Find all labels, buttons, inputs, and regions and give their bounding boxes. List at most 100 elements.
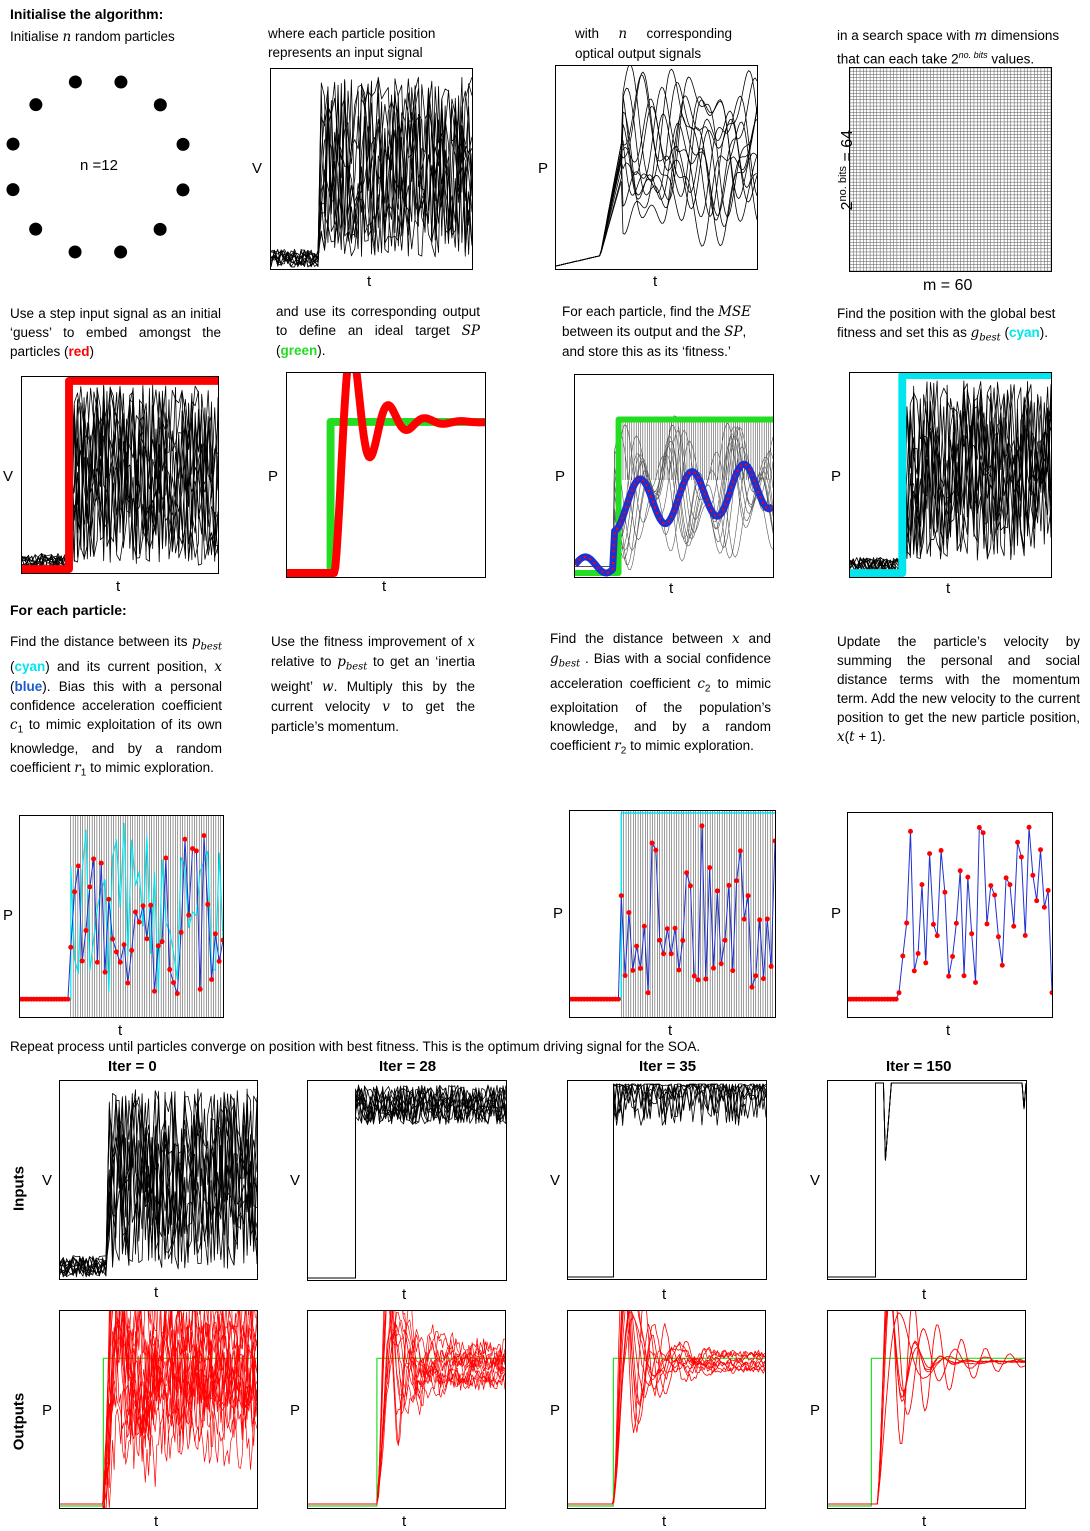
position-marker — [1038, 847, 1044, 853]
axis-label-t: t — [402, 1286, 407, 1303]
output-particle-trace — [568, 1312, 765, 1505]
axis-label-p: P — [538, 160, 549, 177]
position-marker — [973, 980, 978, 985]
output-particle-trace — [568, 1311, 765, 1505]
position-marker — [1049, 990, 1052, 996]
axis-label-v: V — [3, 468, 14, 485]
axis-label-p: P — [268, 468, 279, 485]
iter-label-0: Iter = 0 — [108, 1058, 157, 1075]
position-marker — [113, 949, 119, 955]
output-particle-trace — [556, 119, 757, 267]
position-marker — [1015, 839, 1021, 845]
particle-dot — [68, 245, 82, 259]
output-particle-trace — [556, 66, 757, 267]
caption-personal-term: Find the distance between its pbest (cya… — [10, 634, 222, 780]
input-particle-trace — [271, 80, 472, 268]
input-particle-trace — [60, 1090, 257, 1278]
row-label-outputs: Outputs — [10, 1392, 28, 1451]
position-marker — [129, 947, 135, 953]
position-marker — [957, 868, 963, 874]
position-marker — [915, 950, 921, 956]
pbest-line — [20, 822, 223, 1000]
position-marker — [753, 973, 759, 979]
input-particle-trace — [60, 1091, 257, 1277]
position-marker — [1007, 882, 1013, 888]
axis-label-t: t — [668, 1022, 673, 1039]
axis-label-p: P — [831, 905, 842, 922]
gbest-line — [570, 812, 775, 1000]
position-marker — [65, 996, 71, 1002]
position-marker — [87, 884, 93, 890]
particle-dot — [153, 222, 167, 236]
plot-gbest — [849, 372, 1052, 578]
input-particle-trace — [828, 1082, 1026, 1278]
position-marker — [110, 936, 116, 942]
position-marker — [923, 960, 929, 966]
plot-fitness — [574, 374, 774, 578]
step-response-line — [287, 373, 485, 577]
plot-iter28-output — [307, 1310, 506, 1509]
section-heading-each-particle: For each particle: — [10, 602, 127, 618]
position-marker — [988, 883, 994, 889]
position-marker — [190, 846, 196, 852]
position-marker — [757, 917, 763, 923]
particle-dot — [176, 183, 190, 197]
particle-dot — [176, 137, 190, 151]
position-marker — [911, 968, 917, 974]
position-marker — [995, 934, 1001, 940]
position-marker — [1030, 872, 1036, 878]
row-label-inputs: Inputs — [10, 1166, 28, 1211]
position-marker — [212, 931, 218, 937]
position-marker — [94, 959, 100, 965]
plot-iter150-output — [827, 1310, 1026, 1509]
position-marker — [637, 965, 643, 971]
axis-label-t: t — [154, 1513, 159, 1530]
position-marker — [178, 929, 184, 935]
position-marker — [182, 836, 188, 842]
output-particle-trace — [575, 433, 773, 567]
particle-dot — [114, 245, 128, 259]
output-particle-trace — [568, 1311, 765, 1505]
position-marker — [630, 967, 636, 973]
position-marker — [734, 878, 740, 884]
input-particle-trace — [568, 1083, 766, 1278]
caption-momentum: Use the fitness improvement of x relativ… — [271, 634, 475, 734]
position-marker — [904, 920, 910, 926]
axis-label-p: P — [553, 905, 564, 922]
position-marker — [661, 951, 667, 957]
input-particle-trace — [308, 1085, 506, 1279]
axis-label-t: t — [118, 1022, 123, 1039]
position-marker — [942, 889, 948, 895]
position-marker — [125, 980, 131, 986]
position-marker — [657, 937, 663, 943]
output-particle-trace — [828, 1311, 1025, 1505]
plot-iter0-output — [59, 1310, 258, 1509]
position-marker — [664, 926, 670, 932]
step-guess-line — [22, 377, 218, 573]
caption-search-space: in a search space with m dimensions that… — [837, 28, 1060, 67]
particle-count-label: n =12 — [80, 157, 118, 174]
position-marker — [737, 848, 743, 854]
target-sp-line — [575, 416, 773, 576]
position-marker — [152, 988, 157, 994]
input-particle-trace — [22, 384, 218, 572]
particle-dot — [153, 98, 167, 112]
position-marker — [668, 951, 674, 957]
iter-label-35: Iter = 35 — [639, 1058, 697, 1075]
input-particle-trace — [271, 78, 472, 267]
caption-output-signals: with n corresponding optical output sign… — [575, 26, 732, 61]
position-marker — [919, 882, 925, 888]
particle-dot — [6, 137, 20, 151]
position-marker — [714, 888, 720, 894]
particle-dot — [114, 75, 128, 89]
particle-dot — [68, 75, 82, 89]
position-marker — [764, 916, 770, 922]
position-marker — [220, 937, 223, 943]
position-marker — [159, 939, 165, 945]
position-marker — [699, 823, 705, 829]
position-marker — [726, 882, 732, 888]
input-particle-trace — [60, 1093, 257, 1277]
input-particle-trace — [850, 384, 1051, 576]
position-marker — [961, 973, 967, 979]
input-particle-trace — [850, 384, 1051, 575]
